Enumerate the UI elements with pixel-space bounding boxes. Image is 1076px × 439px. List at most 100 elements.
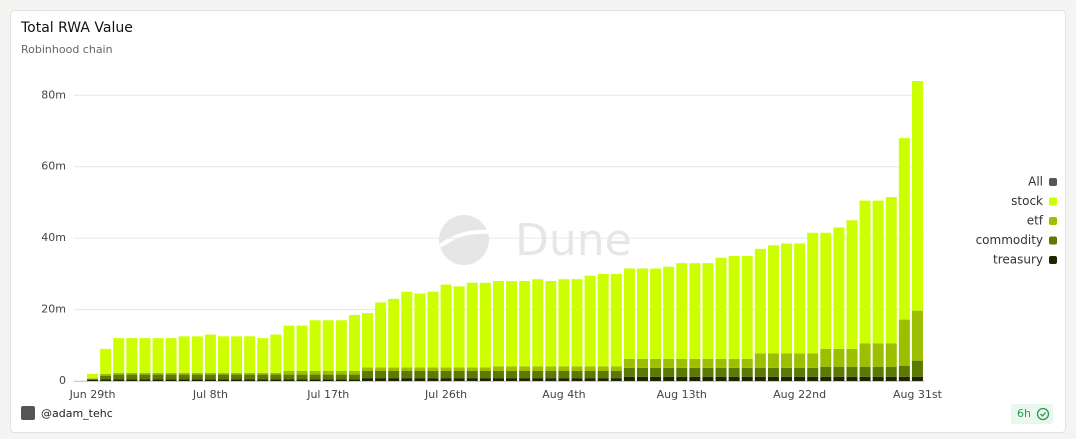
bar-segment xyxy=(885,343,897,367)
bar-segment xyxy=(715,257,727,359)
bar-segment xyxy=(492,281,504,367)
bar-segment xyxy=(152,374,164,380)
bar-segment xyxy=(794,353,806,368)
bar-segment xyxy=(100,375,112,380)
bar-segment xyxy=(689,263,701,359)
bar-segment xyxy=(820,376,832,381)
bar-segment xyxy=(322,371,334,375)
bar-segment xyxy=(519,366,531,371)
bar-segment xyxy=(715,358,727,368)
bar-segment xyxy=(702,263,714,359)
bar-segment xyxy=(636,376,648,381)
bar-segment xyxy=(375,378,387,381)
bar-segment xyxy=(178,336,190,373)
legend-label[interactable]: stock xyxy=(1011,194,1043,208)
bar-segment xyxy=(244,372,256,375)
bar-segment xyxy=(309,320,321,371)
bar-segment xyxy=(217,336,229,373)
bar-segment xyxy=(767,376,779,381)
bar-segment xyxy=(820,348,832,367)
bar-segment xyxy=(270,334,282,373)
bar-segment xyxy=(139,372,151,375)
bar-segment xyxy=(571,378,583,381)
bar-segment xyxy=(375,367,387,371)
bar-segment xyxy=(859,376,871,381)
bar-segment xyxy=(558,366,570,371)
y-tick-label: 80m xyxy=(41,88,66,101)
bar-segment xyxy=(217,379,229,381)
chart-title: Total RWA Value xyxy=(20,20,133,36)
bar-segment xyxy=(165,372,177,375)
bar-segment xyxy=(126,338,138,373)
bar-segment xyxy=(257,379,269,381)
legend-label[interactable]: treasury xyxy=(993,253,1043,267)
legend-label[interactable]: All xyxy=(1028,175,1043,189)
bar-segment xyxy=(820,366,832,377)
bar-segment xyxy=(532,366,544,371)
bar-segment xyxy=(466,371,478,379)
legend-label[interactable]: commodity xyxy=(976,233,1043,247)
legend-swatch xyxy=(1049,197,1057,206)
bar-segment xyxy=(794,376,806,381)
bar-segment xyxy=(898,138,910,320)
bar-segment xyxy=(754,376,766,381)
bar-segment xyxy=(610,273,622,367)
bar-segment xyxy=(702,358,714,368)
bar-segment xyxy=(178,379,190,381)
bar-segment xyxy=(244,374,256,380)
bar-segment xyxy=(689,358,701,368)
legend-swatch xyxy=(1049,178,1057,186)
bar-segment xyxy=(781,243,793,354)
bar-segment xyxy=(506,378,518,381)
bar-segment xyxy=(257,372,269,375)
bar-segment xyxy=(650,358,662,368)
bar-segment xyxy=(492,378,504,381)
bar-segment xyxy=(139,374,151,380)
bar-segment xyxy=(650,367,662,377)
bar-segment xyxy=(401,367,413,371)
bar-segment xyxy=(231,372,243,375)
bar-segment xyxy=(309,379,321,381)
x-tick-label: Aug 4th xyxy=(542,388,585,401)
bar-segment xyxy=(532,279,544,367)
bar-segment xyxy=(388,367,400,371)
bar-segment xyxy=(178,372,190,375)
bar-segment xyxy=(519,378,531,381)
bar-segment xyxy=(414,293,426,368)
bar-segment xyxy=(87,373,99,379)
bar-segment xyxy=(846,366,858,377)
bar-segment xyxy=(296,371,308,375)
bar-segment xyxy=(584,371,596,379)
bar-segment xyxy=(728,376,740,381)
bar-segment xyxy=(898,319,910,366)
bar-segment xyxy=(244,379,256,381)
bar-segment xyxy=(296,374,308,380)
x-tick-label: Jul 17th xyxy=(306,388,349,401)
bar-segment xyxy=(650,268,662,359)
bar-segment xyxy=(427,378,439,381)
bar-segment xyxy=(663,376,675,381)
author[interactable]: @adam_tehc xyxy=(41,407,113,420)
bar-segment xyxy=(885,197,897,344)
watermark: Dune xyxy=(438,215,632,266)
bar-segment xyxy=(466,367,478,371)
bar-segment xyxy=(453,371,465,379)
bar-segment xyxy=(715,367,727,377)
bar-segment xyxy=(479,367,491,371)
bar-segment xyxy=(728,367,740,377)
bar-segment xyxy=(113,374,125,380)
bar-segment xyxy=(754,353,766,368)
legend-label[interactable]: etf xyxy=(1027,214,1044,228)
bar-segment xyxy=(807,232,819,354)
bar-segment xyxy=(833,366,845,377)
bar-segment xyxy=(165,374,177,380)
bar-segment xyxy=(519,281,531,367)
bar-segment xyxy=(191,379,203,381)
bar-segment xyxy=(597,378,609,381)
bar-segment xyxy=(663,358,675,368)
bar-segment xyxy=(401,371,413,379)
bar-segment xyxy=(388,298,400,368)
bar-segment xyxy=(296,325,308,371)
bar-segment xyxy=(126,372,138,375)
